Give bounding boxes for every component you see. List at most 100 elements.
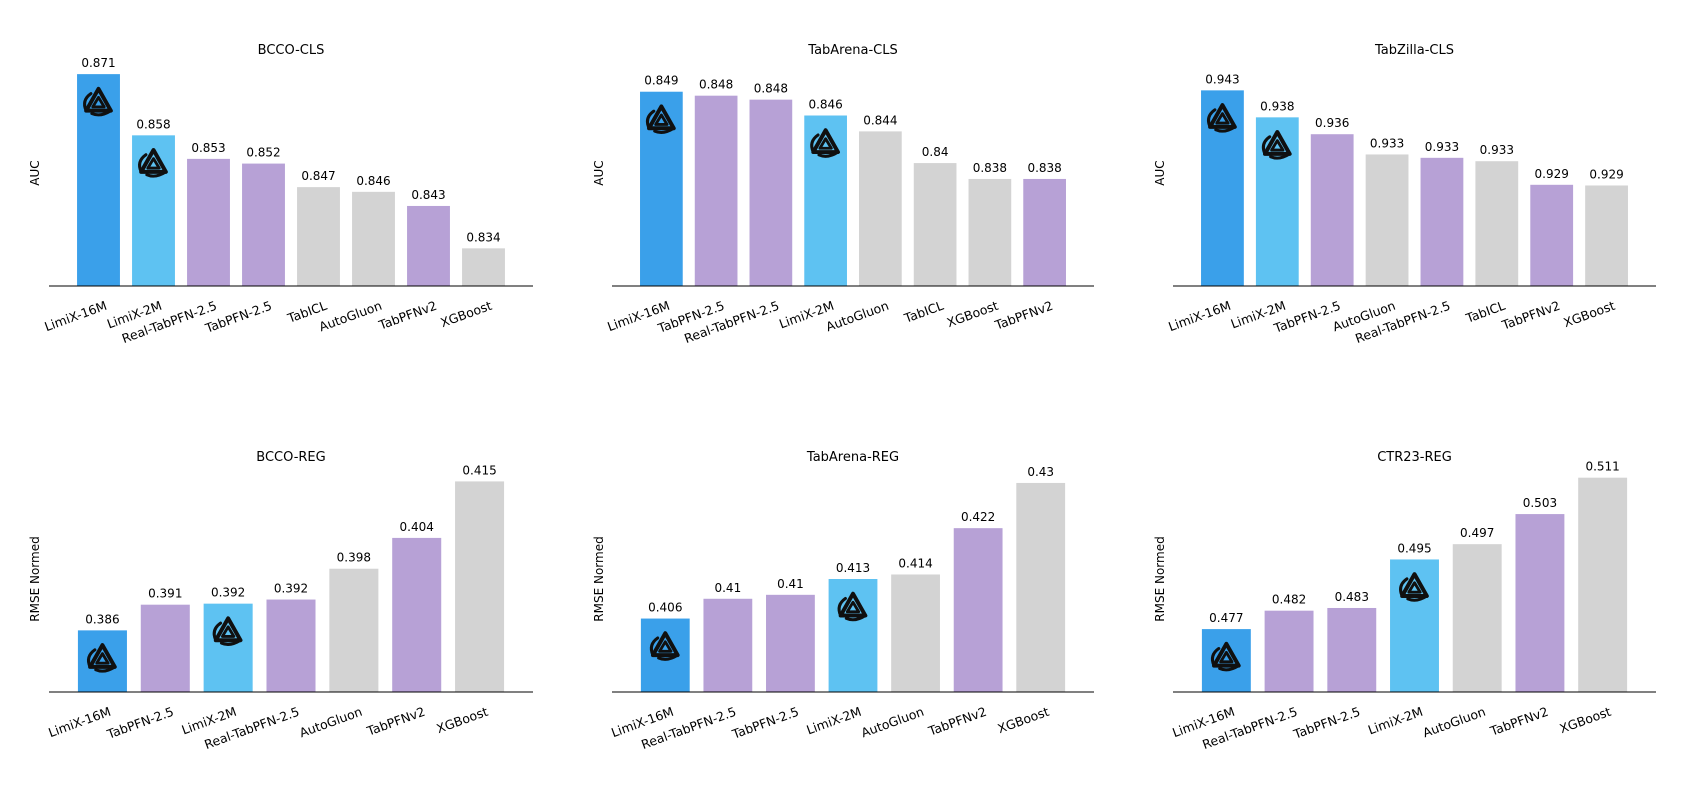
limix-logo-icon [1210, 641, 1241, 672]
limix-logo-icon [1261, 130, 1292, 160]
value-label: 0.415 [462, 463, 496, 477]
x-tick-label: AutoGluon [317, 298, 384, 335]
bar-tabpfnv2 [1023, 178, 1066, 286]
chart-title: TabArena-REG [806, 450, 899, 465]
bar-xgboost [462, 248, 505, 286]
value-label: 0.933 [1370, 136, 1404, 150]
bar-xgboost [1578, 477, 1628, 692]
bar-xgboost [455, 481, 505, 692]
bar-tabicl [297, 187, 340, 286]
bar-xgboost [968, 178, 1012, 286]
value-label: 0.929 [1589, 167, 1623, 181]
bar-limix-2m [828, 579, 878, 692]
x-tick-label: TabPFNv2 [376, 298, 439, 333]
limix-logo-icon [138, 148, 168, 178]
value-label: 0.84 [922, 145, 949, 159]
value-label: 0.929 [1535, 167, 1569, 181]
value-label: 0.847 [301, 169, 335, 183]
value-label: 0.848 [754, 82, 788, 96]
limix-logo-icon [1207, 103, 1237, 133]
bar-autogluon [1452, 544, 1502, 692]
bar-autogluon [1365, 154, 1409, 286]
y-axis-label: AUC [592, 160, 606, 185]
value-label: 0.844 [863, 113, 897, 127]
value-label: 0.391 [148, 587, 182, 601]
chart-panel-tabzilla-cls: TabZilla-CLSAUC0.943LimiX-16M0.938LimiX-… [1153, 43, 1656, 346]
limix-logo-icon [83, 86, 113, 117]
chart-title: BCCO-CLS [258, 43, 325, 58]
x-tick-label: TabPFNv2 [992, 298, 1055, 333]
chart-panel-bcco-reg: BCCO-REG RMSE Normed 0.386 LimiX-16M 0.391 Ta… [28, 450, 533, 752]
value-label: 0.871 [81, 56, 115, 70]
bar-tabicl [1475, 161, 1519, 286]
x-tick-label: XGBoost [996, 704, 1052, 736]
bar-xgboost [1016, 482, 1066, 692]
x-tick-label: TabPFNv2 [1499, 298, 1562, 333]
x-tick-label: XGBoost [434, 704, 490, 736]
value-label: 0.848 [699, 78, 733, 92]
limix-logo-icon [1399, 572, 1429, 602]
x-tick-label: TabPFNv2 [364, 704, 427, 739]
value-label: 0.933 [1425, 140, 1459, 154]
value-label: 0.43 [1027, 465, 1054, 479]
bar-tabpfnv2 [1530, 184, 1574, 286]
bar-tabpfnv2 [407, 205, 450, 286]
value-label: 0.386 [85, 612, 119, 626]
bar-tabpfn-2-5 [140, 604, 190, 692]
bar-autogluon [352, 191, 395, 286]
value-label: 0.838 [1027, 161, 1061, 175]
value-label: 0.852 [246, 146, 280, 160]
bar-real-tabpfn-2-5 [749, 99, 793, 286]
x-tick-label: XGBoost [1561, 298, 1617, 330]
limix-logo-icon [837, 591, 868, 622]
limix-logo-icon [649, 631, 680, 661]
value-label: 0.938 [1260, 99, 1294, 113]
x-tick-label: TabICL [901, 298, 945, 326]
y-axis-label: RMSE Normed [1153, 536, 1167, 621]
x-tick-label: LimiX-16M [46, 704, 112, 740]
bar-autogluon [891, 574, 940, 692]
value-label: 0.933 [1480, 143, 1514, 157]
value-label: 0.853 [191, 141, 225, 155]
x-tick-label: LimiX-2M [804, 704, 863, 738]
value-label: 0.838 [973, 161, 1007, 175]
y-axis-label: AUC [1153, 160, 1167, 185]
value-label: 0.392 [211, 586, 245, 600]
value-label: 0.846 [808, 98, 842, 112]
bar-autogluon [329, 568, 379, 692]
value-label: 0.41 [714, 581, 741, 595]
value-label: 0.834 [466, 230, 500, 244]
value-label: 0.422 [961, 510, 995, 524]
bar-xgboost [1585, 185, 1628, 286]
bar-tabpfn-2-5 [766, 594, 815, 692]
value-label: 0.477 [1209, 611, 1243, 625]
y-axis-label: RMSE Normed [592, 536, 606, 621]
value-label: 0.943 [1205, 72, 1239, 86]
value-label: 0.483 [1335, 590, 1369, 604]
chart-title: BCCO-REG [256, 450, 325, 465]
x-tick-label: XGBoost [1558, 704, 1614, 736]
bar-real-tabpfn-2-5 [1420, 157, 1464, 286]
chart-title: TabZilla-CLS [1374, 43, 1454, 58]
x-tick-label: TabPFNv2 [1487, 704, 1550, 739]
limix-logo-icon [810, 128, 840, 158]
y-axis-label: AUC [28, 160, 42, 185]
x-tick-label: AutoGluon [824, 298, 891, 335]
x-tick-label: AutoGluon [1421, 704, 1488, 741]
chart-title: TabArena-CLS [807, 43, 897, 58]
x-tick-label: LimiX-16M [1166, 298, 1232, 334]
x-tick-label: TabPFN-2.5 [729, 704, 801, 742]
limix-logo-icon [645, 104, 676, 135]
x-tick-label: XGBoost [945, 298, 1001, 330]
bar-limix-16m [77, 630, 127, 692]
limix-logo-icon [212, 616, 243, 646]
x-tick-label: LimiX-16M [42, 298, 108, 334]
bar-tabpfn-2-5 [1327, 607, 1377, 692]
value-label: 0.495 [1397, 541, 1431, 555]
value-label: 0.392 [274, 582, 308, 596]
value-label: 0.482 [1272, 593, 1306, 607]
value-label: 0.41 [777, 577, 804, 591]
